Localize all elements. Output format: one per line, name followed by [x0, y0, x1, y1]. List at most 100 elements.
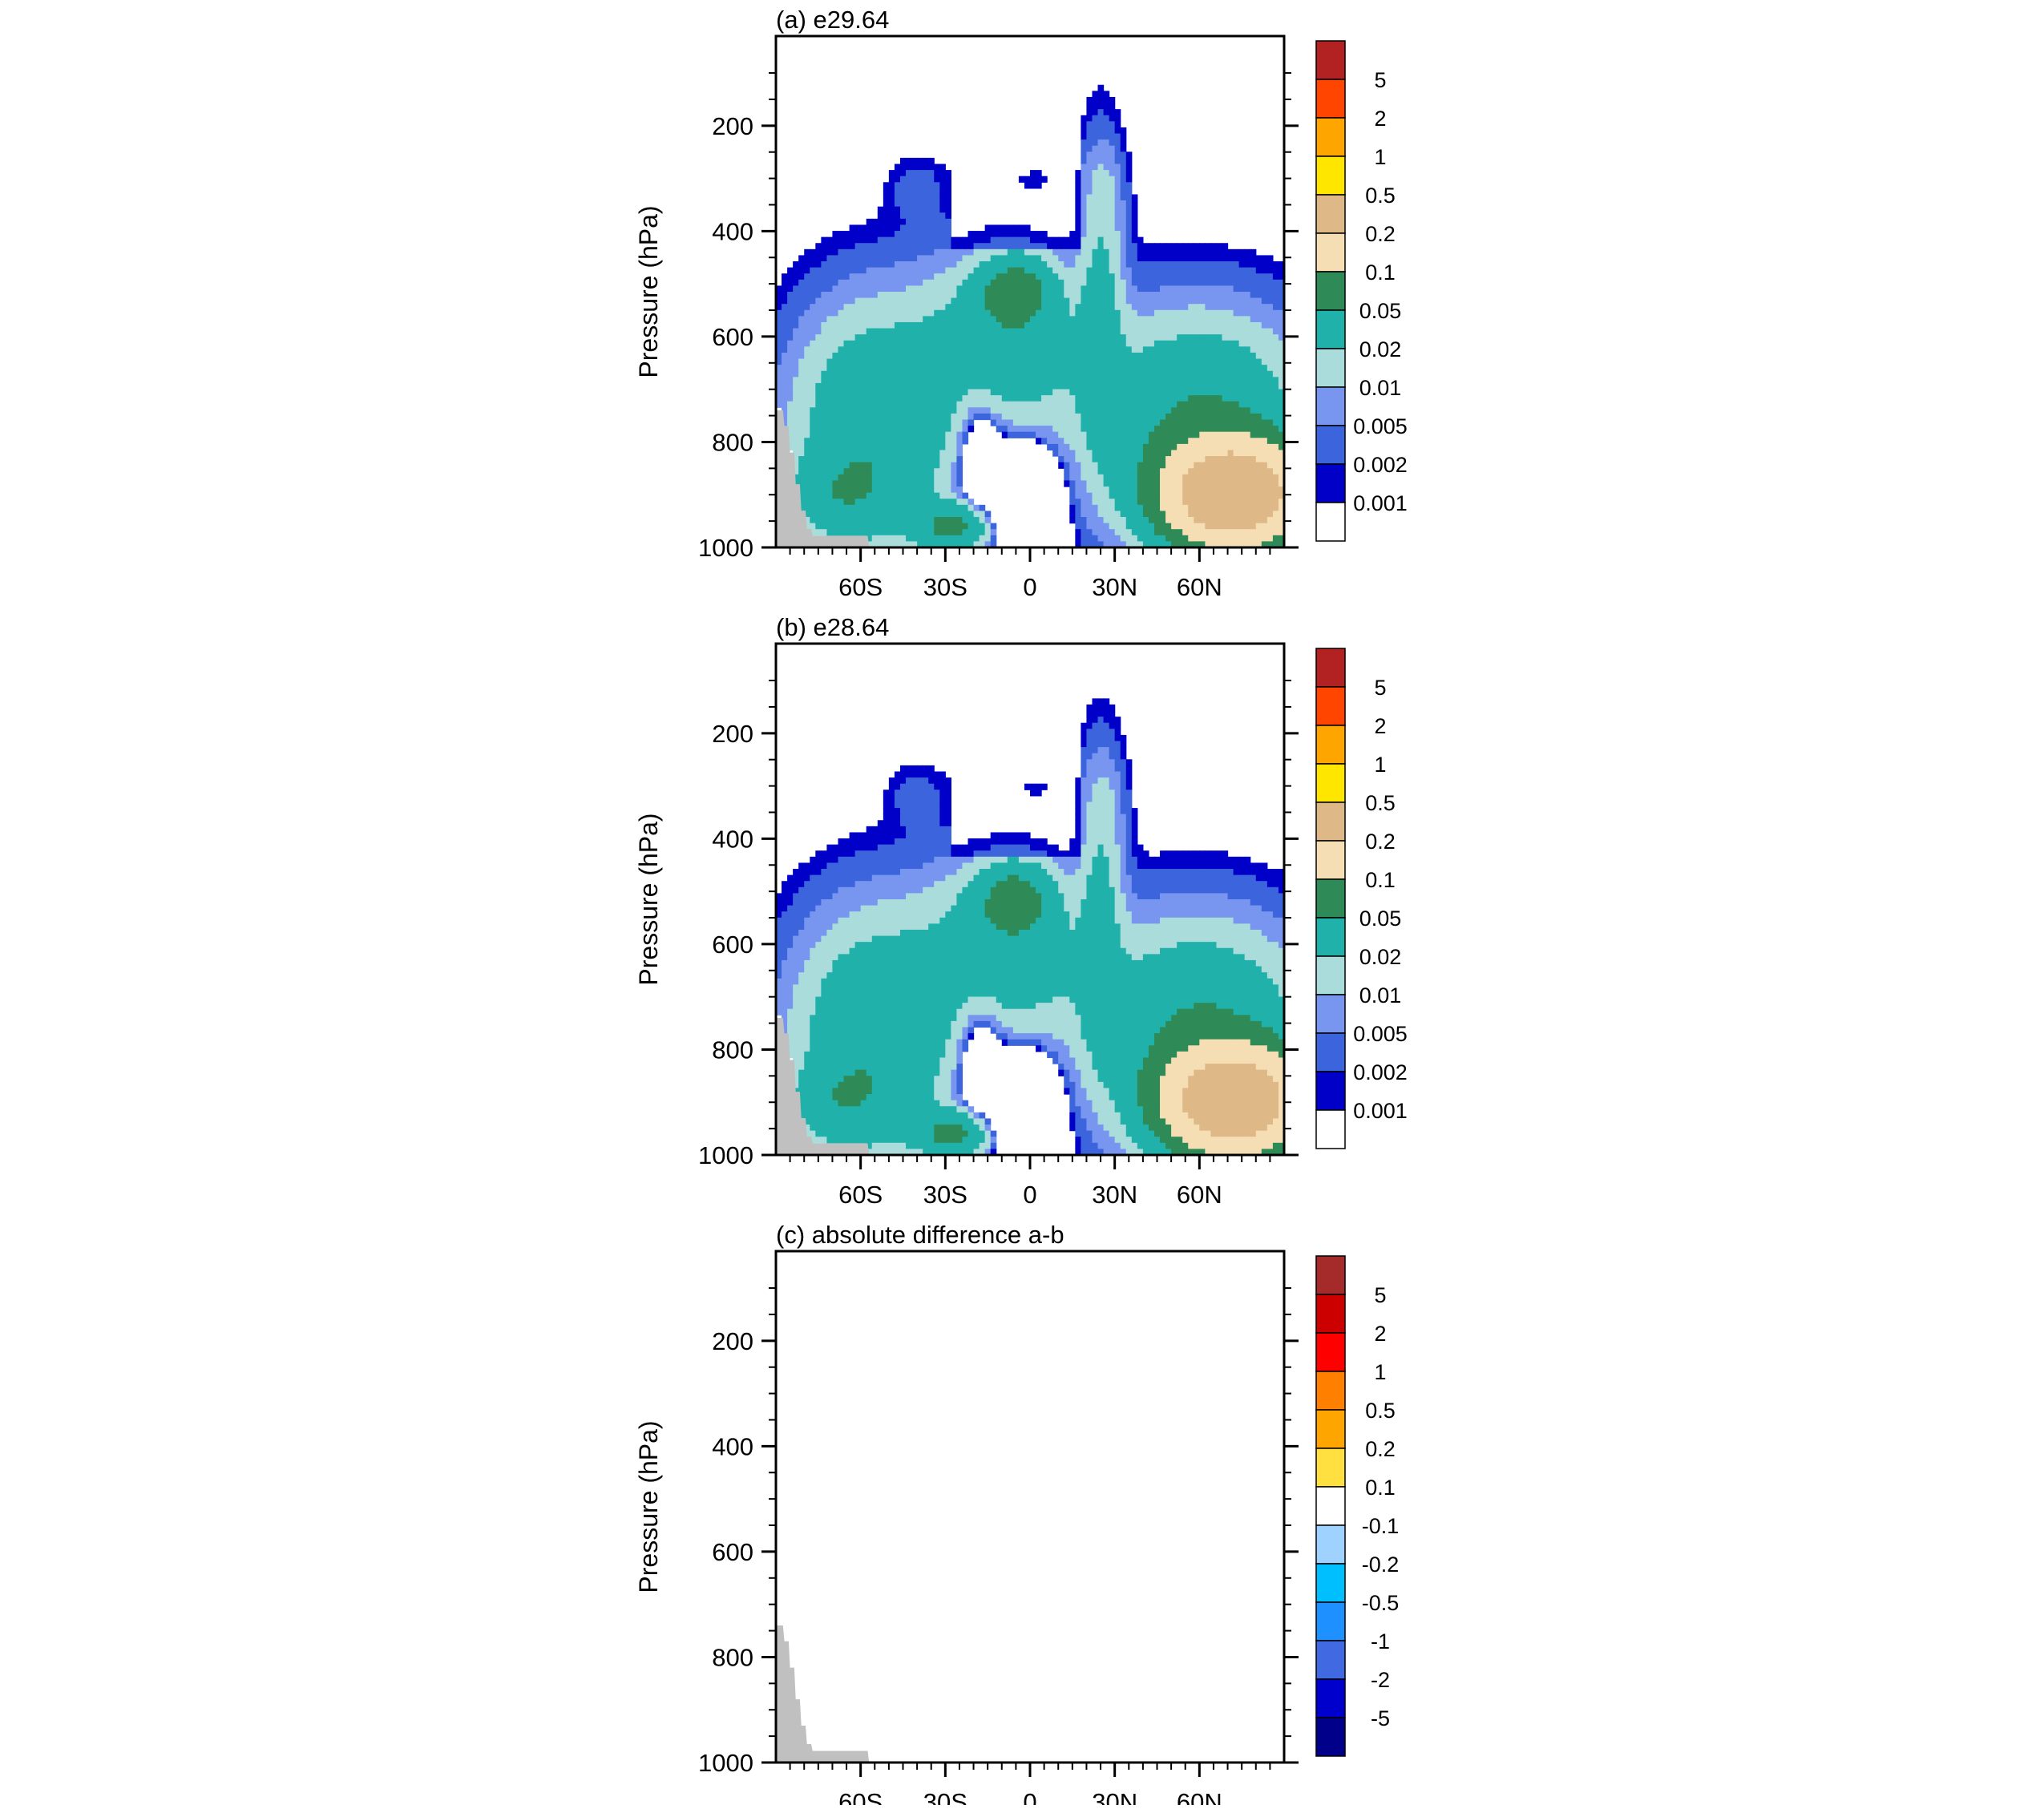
contour-cell	[1182, 273, 1189, 280]
contour-cell	[883, 511, 890, 517]
contour-cell	[1194, 273, 1200, 280]
contour-cell	[1126, 517, 1133, 523]
contour-cell	[872, 407, 879, 414]
contour-cell	[1064, 255, 1070, 261]
contour-cell	[1267, 316, 1274, 322]
contour-cell	[906, 456, 912, 462]
contour-cell	[900, 402, 907, 408]
contour-cell	[1075, 316, 1081, 322]
contour-cell	[1222, 395, 1229, 402]
contour-cell	[951, 353, 957, 359]
contour-cell	[1086, 753, 1093, 760]
contour-cell	[1092, 511, 1098, 517]
contour-cell	[1273, 383, 1279, 390]
contour-cell	[832, 341, 838, 347]
contour-cell	[1092, 747, 1098, 753]
contour-cell	[928, 304, 935, 310]
contour-cell	[810, 505, 816, 511]
contour-cell	[1234, 420, 1240, 426]
contour-cell	[917, 808, 923, 814]
contour-cell	[1228, 505, 1234, 511]
contour-cell	[1273, 298, 1279, 305]
contour-cell	[1154, 285, 1161, 292]
contour-cell	[861, 493, 867, 499]
contour-cell	[1008, 341, 1014, 347]
contour-cell	[1024, 243, 1031, 249]
contour-cell	[1165, 249, 1172, 256]
contour-cell	[850, 365, 856, 371]
contour-cell	[1126, 170, 1133, 176]
contour-cell	[895, 450, 901, 456]
contour-cell	[1081, 832, 1087, 838]
contour-cell	[844, 395, 850, 402]
contour-cell	[821, 255, 827, 261]
contour-cell	[895, 371, 901, 378]
contour-cell	[850, 371, 856, 378]
contour-cell	[1064, 268, 1070, 274]
contour-cell	[1267, 371, 1274, 378]
contour-cell	[1115, 499, 1121, 505]
contour-cell	[815, 480, 822, 487]
contour-cell	[1154, 261, 1161, 268]
contour-cell	[1092, 346, 1098, 353]
contour-cell	[1081, 402, 1087, 408]
contour-cell	[1154, 395, 1161, 402]
contour-cell	[1098, 329, 1105, 335]
contour-cell	[1182, 280, 1189, 286]
contour-cell	[878, 505, 884, 511]
contour-cell	[1154, 390, 1161, 396]
contour-cell	[844, 407, 850, 414]
contour-cell	[1121, 820, 1127, 826]
contour-cell	[855, 334, 862, 341]
contour-cell	[838, 249, 844, 256]
contour-cell	[1115, 231, 1121, 237]
contour-cell	[1086, 103, 1093, 110]
contour-cell	[917, 820, 923, 826]
contour-cell	[1121, 826, 1127, 833]
contour-cell	[900, 334, 907, 341]
contour-cell	[1121, 753, 1127, 760]
contour-cell	[1115, 176, 1121, 183]
contour-cell	[878, 322, 884, 329]
contour-cell	[974, 249, 980, 256]
contour-cell	[1160, 341, 1166, 347]
contour-cell	[1092, 407, 1098, 414]
contour-cell	[1115, 826, 1121, 833]
contour-cell	[821, 334, 827, 341]
contour-cell	[810, 456, 816, 462]
contour-cell	[1081, 784, 1087, 790]
contour-cell	[951, 268, 957, 274]
contour-cell	[911, 438, 918, 444]
contour-cell	[810, 371, 816, 378]
contour-cell	[1210, 517, 1217, 523]
contour-cell	[838, 432, 844, 438]
contour-cell	[826, 474, 833, 481]
contour-cell	[1008, 432, 1014, 438]
contour-cell	[872, 304, 879, 310]
contour-cell	[1177, 377, 1183, 383]
y-tick-label: 1000	[698, 534, 753, 562]
contour-cell	[861, 402, 867, 408]
contour-cell	[1002, 341, 1008, 347]
contour-cell	[798, 304, 805, 310]
contour-cell	[1132, 456, 1138, 462]
contour-cell	[934, 832, 940, 838]
contour-cell	[1109, 164, 1116, 171]
contour-cell	[1104, 115, 1110, 122]
contour-cell	[1210, 304, 1217, 310]
contour-cell	[945, 329, 951, 335]
contour-cell	[928, 462, 935, 469]
colorbar-box	[1316, 310, 1345, 349]
contour-cell	[1245, 402, 1251, 408]
contour-cell	[1041, 359, 1048, 365]
contour-cell	[996, 334, 1003, 341]
contour-cell	[1165, 395, 1172, 402]
contour-cell	[900, 346, 907, 353]
contour-cell	[1036, 407, 1042, 414]
contour-cell	[1132, 224, 1138, 231]
contour-cell	[974, 280, 980, 286]
contour-cell	[1036, 237, 1042, 244]
colorbar-box	[1316, 41, 1345, 79]
contour-cell	[1008, 261, 1014, 268]
